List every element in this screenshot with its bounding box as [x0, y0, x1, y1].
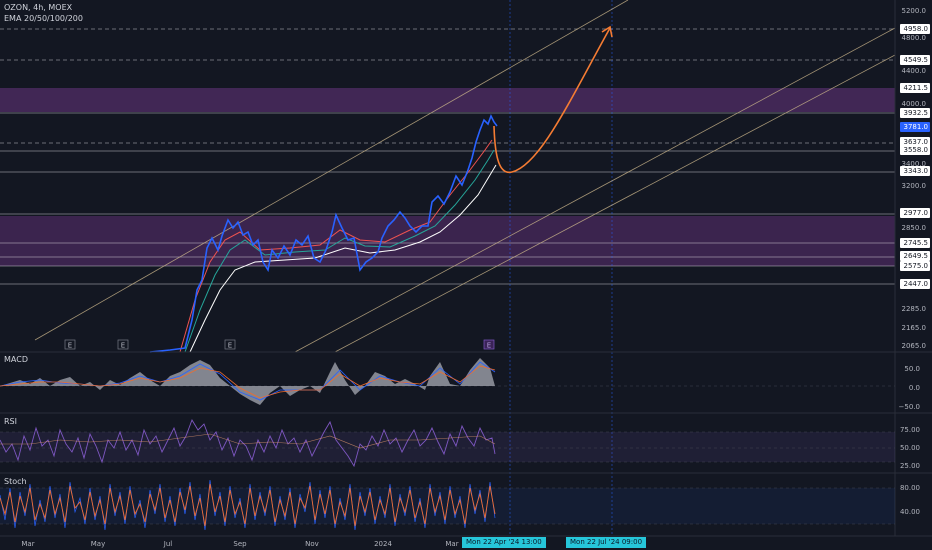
macd-tick-label: −50.0	[899, 403, 920, 411]
stoch-tick-label: 40.00	[900, 508, 920, 516]
rsi-tick-label: 50.00	[900, 444, 920, 452]
macd-title[interactable]: MACD	[4, 355, 28, 364]
price-tick-label: 2065.0	[902, 342, 927, 350]
price-level-label: 2745.5	[900, 238, 930, 248]
price-tick-label: 4000.0	[902, 100, 927, 108]
symbol-legend[interactable]: OZON, 4h, MOEX	[4, 3, 73, 12]
time-tick-label: Mar	[445, 540, 458, 548]
time-tick-label: Mar	[21, 540, 34, 548]
pane-separators	[0, 0, 932, 537]
price-level-label: 2977.0	[900, 208, 930, 218]
macd-pane	[0, 358, 895, 405]
time-tick-label: Nov	[305, 540, 319, 548]
price-tick-label: 2285.0	[902, 305, 927, 313]
stoch-pane	[0, 479, 895, 531]
support-zone	[0, 216, 895, 266]
price-tick-label: 4800.0	[902, 34, 927, 42]
price-level-label: 2649.5	[900, 251, 930, 261]
date-tag-start: Mon 22 Apr '24 13:00	[462, 537, 546, 548]
rsi-tick-label: 25.00	[900, 462, 920, 470]
ema-lines	[179, 139, 497, 353]
price-tick-label: 5200.0	[902, 7, 927, 15]
price-tick-label: 2850.0	[902, 224, 927, 232]
price-axis[interactable]: 5200.0 4800.0 4400.0 4000.0 3400.0 3200.0 2850…	[902, 7, 927, 350]
earnings-marker-label: E	[228, 342, 232, 350]
time-tick-label: May	[91, 540, 105, 548]
rsi-tick-label: 75.00	[900, 426, 920, 434]
earnings-marker-label: E	[68, 342, 72, 350]
price-level-label: 3558.0	[900, 145, 930, 155]
earnings-marker-label: E	[487, 342, 491, 350]
indicator-axes: 50.0 0.0 −50.0 75.00 50.00 25.00 80.00 40.00	[899, 365, 920, 516]
date-tag-end: Mon 22 Jul '24 09:00	[566, 537, 647, 548]
price-level-label: 2447.0	[900, 279, 930, 289]
price-tick-label: 2165.0	[902, 324, 927, 332]
macd-tick-label: 0.0	[909, 384, 920, 392]
time-tick-label: 2024	[374, 540, 392, 548]
price-level-label: 2575.0	[900, 261, 930, 271]
earnings-markers[interactable]: E E E E	[64, 339, 495, 350]
price-level-label: 4549.5	[900, 55, 930, 65]
resistance-zone	[0, 88, 895, 112]
macd-tick-label: 50.0	[904, 365, 920, 373]
time-tick-label: Jul	[163, 540, 173, 548]
price-level-label: 4958.0	[900, 24, 930, 34]
horizontal-levels	[0, 28, 895, 285]
stoch-title[interactable]: Stoch	[4, 477, 27, 486]
price-tick-label: 4400.0	[902, 67, 927, 75]
time-tick-label: Sep	[233, 540, 247, 548]
projection-arrowhead	[601, 25, 613, 38]
trend-channel	[34, 0, 896, 353]
price-level-label: 3343.0	[900, 166, 930, 176]
price-tick-label: 3400.0	[902, 160, 927, 168]
price-level-label: 4211.5	[900, 83, 930, 93]
ema-legend[interactable]: EMA 20/50/100/200	[4, 14, 83, 23]
price-level-label: 3932.5	[900, 108, 930, 118]
rsi-title[interactable]: RSI	[4, 417, 17, 426]
price-level-label: 3637.0	[900, 137, 930, 147]
time-axis[interactable]: Mar May Jul Sep Nov 2024 Mar	[21, 540, 458, 548]
rsi-pane	[0, 418, 895, 468]
price-line	[149, 114, 498, 353]
projection-arrow	[493, 27, 611, 174]
price-tick-label: 3200.0	[902, 182, 927, 190]
stoch-tick-label: 80.00	[900, 484, 920, 492]
last-price-label: 3781.0	[900, 122, 930, 132]
earnings-marker-label: E	[121, 342, 125, 350]
